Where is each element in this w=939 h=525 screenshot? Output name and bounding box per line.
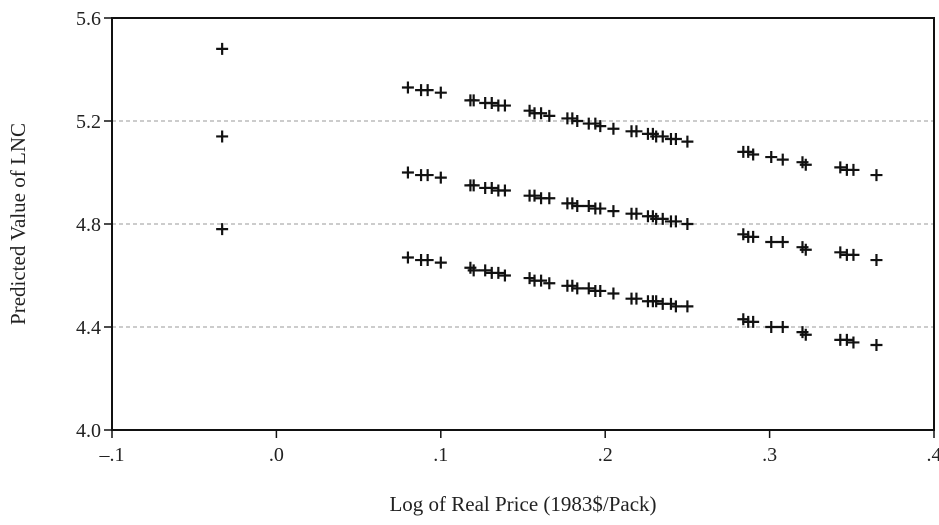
data-point-series-2 [434,171,447,184]
data-point-series-3 [479,264,492,277]
data-point-series-1 [535,107,548,120]
data-point-series-3 [799,328,812,341]
data-point-series-2 [656,212,669,225]
data-point-series-3 [840,333,853,346]
data-point-series-1 [765,151,778,164]
data-point-series-1 [543,109,556,122]
data-point-series-3 [747,315,760,328]
data-point-series-2 [571,199,584,212]
data-point-series-2 [765,236,778,249]
data-point-series-1 [401,81,414,94]
data-point-series-2 [498,184,511,197]
data-point-series-3 [543,277,556,290]
data-point-series-2 [485,181,498,194]
data-point-series-3 [401,251,414,264]
y-tick-label: 5.2 [76,111,101,133]
x-tick-label: .3 [762,444,777,466]
data-point-series-2 [799,243,812,256]
x-tick-label: .1 [433,444,448,466]
data-point-series-2 [582,199,595,212]
y-tick-label: 4.4 [76,317,101,339]
data-point-series-2 [669,215,682,228]
data-point-series-1 [498,99,511,112]
x-axis-title: Log of Real Price (1983$/Pack) [389,492,656,516]
data-point-series-1 [434,86,447,99]
grid-lines [112,120,934,328]
data-point-series-1 [485,96,498,109]
data-point-series-3 [607,287,620,300]
data-point-series-1 [571,115,584,127]
data-points [216,42,883,352]
data-point-series-3 [681,300,694,313]
data-point-series-3 [594,284,607,297]
y-tick-label: 4.8 [76,214,101,236]
data-point-series-3 [776,321,789,333]
y-tick-label: 4.0 [76,420,101,442]
data-point-series-2 [681,218,694,230]
data-point-series-3 [650,295,663,308]
x-tick-label: –.1 [99,444,125,466]
data-point-series-2 [467,179,480,192]
data-point-series-2 [543,192,556,205]
data-point-series-2 [528,189,541,202]
data-point-series-2 [630,207,643,220]
data-point-series-1 [656,130,669,143]
data-point-series-2 [747,230,760,243]
data-point-series-1 [216,42,229,55]
axis-ticks [104,17,935,438]
data-point-series-1 [847,163,860,176]
data-point-series-1 [669,133,682,146]
data-point-series-3 [765,321,778,333]
x-tick-label: .4 [927,444,939,466]
data-point-series-2 [421,169,434,182]
data-point-series-3 [498,269,511,282]
x-tick-label: .0 [269,444,284,466]
data-point-series-3 [467,264,480,277]
data-point-series-1 [799,158,812,171]
data-point-series-3 [216,223,229,236]
data-point-series-1 [467,94,480,107]
data-point-series-1 [607,122,620,135]
data-point-series-3 [571,282,584,295]
data-point-series-1 [681,135,694,148]
x-tick-label: .2 [598,444,613,466]
data-point-series-3 [535,274,548,287]
y-tick-label: 5.6 [76,8,101,30]
data-point-series-3 [870,339,883,352]
data-point-series-1 [630,125,643,138]
data-point-series-2 [594,202,607,215]
data-point-series-1 [747,148,760,161]
data-point-series-2 [847,248,860,261]
plot-frame [111,17,935,431]
data-point-series-3 [492,266,505,279]
data-point-series-2 [870,254,883,267]
data-point-series-3 [630,292,643,305]
tick-labels: –.1 .0 .1 .2 .3 .4 4.0 4.4 4.8 5.2 5.6 [76,8,939,466]
data-point-series-2 [216,130,229,143]
y-axis-title: Predicted Value of LNC [6,123,30,325]
data-point-series-1 [594,120,607,133]
data-point-series-1 [870,169,883,182]
data-point-series-2 [607,205,620,218]
data-point-series-2 [834,246,847,259]
data-point-series-1 [834,161,847,174]
data-point-series-1 [421,84,434,97]
data-point-series-2 [776,236,789,249]
data-point-series-1 [776,153,789,166]
data-point-series-3 [434,256,447,269]
data-point-series-3 [669,300,682,313]
data-point-series-3 [582,282,595,295]
data-point-series-3 [847,336,860,349]
data-point-series-3 [421,254,434,267]
data-point-series-2 [401,166,414,179]
